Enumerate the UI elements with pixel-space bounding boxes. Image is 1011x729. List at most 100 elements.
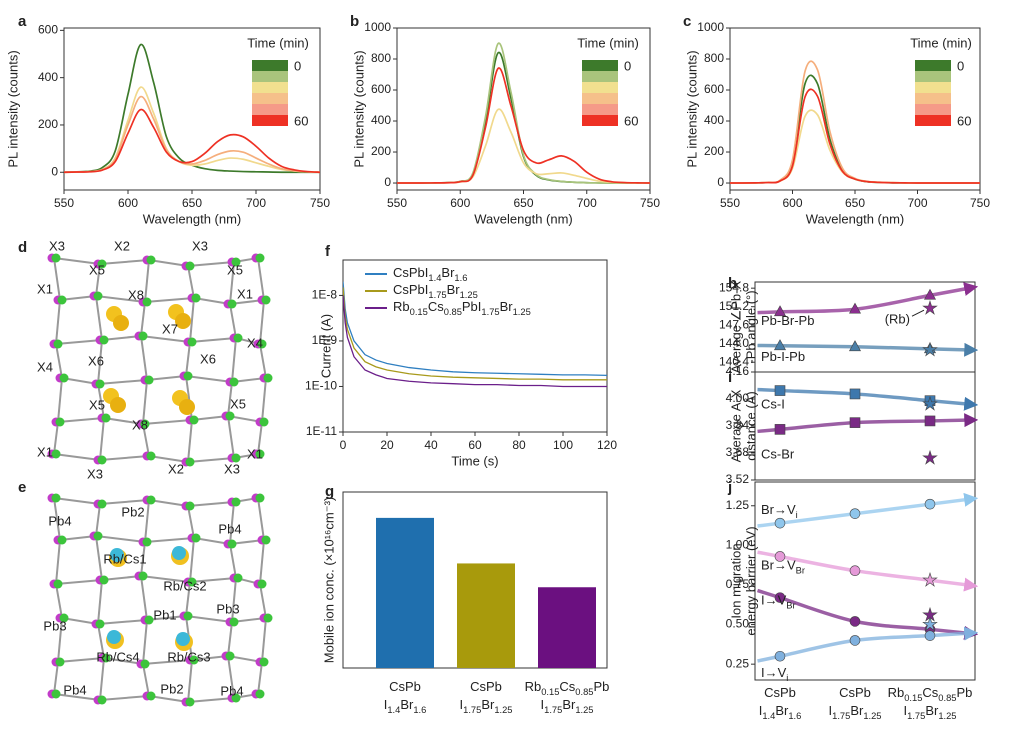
bond — [53, 661, 59, 695]
atom-label: Rb/Cs2 — [163, 578, 206, 593]
marker — [774, 517, 786, 529]
colorbar-swatch — [915, 115, 951, 126]
atom — [99, 335, 109, 345]
colorbar-swatch — [915, 60, 951, 71]
bond — [144, 537, 195, 543]
bond — [189, 337, 237, 343]
atom — [257, 339, 267, 349]
colorbar-title: Time (min) — [910, 35, 972, 50]
x-tick-label: 550 — [387, 196, 407, 210]
bond — [101, 335, 142, 341]
line-series — [64, 108, 320, 174]
atom — [255, 689, 265, 699]
cation — [179, 399, 195, 415]
bond — [95, 295, 103, 341]
y-tick-label: 4.00 — [726, 391, 750, 405]
panel-letter: g — [325, 483, 334, 500]
atom-label: Pb2 — [121, 504, 144, 519]
cation — [172, 546, 186, 560]
atom — [146, 451, 156, 461]
atom-label: Rb/Cs4 — [96, 649, 139, 664]
bond — [99, 259, 150, 265]
colorbar-label: 60 — [624, 113, 638, 128]
atom — [57, 535, 67, 545]
y-tick-label: 800 — [371, 51, 391, 65]
bond — [97, 619, 148, 625]
annotation: (Rb) — [885, 312, 910, 327]
marker — [924, 630, 936, 641]
x-axis-label: Wavelength (nm) — [806, 211, 905, 226]
y-tick-label: 200 — [704, 144, 724, 158]
y-tick-label: 200 — [371, 144, 391, 158]
marker — [924, 415, 936, 427]
y-axis-label: distance (Å) — [743, 391, 758, 460]
atom — [231, 257, 241, 267]
atom — [231, 497, 241, 507]
marker — [774, 551, 786, 562]
bond — [95, 503, 101, 537]
atom-label: Pb4 — [220, 683, 243, 698]
atom — [140, 419, 150, 429]
x-tick-label: 650 — [513, 196, 533, 210]
bond — [53, 421, 59, 455]
atom — [99, 575, 109, 585]
bond — [148, 499, 189, 507]
bond — [148, 695, 189, 703]
series-label: Br→VBr — [761, 558, 805, 576]
bond — [185, 375, 233, 383]
bond — [185, 581, 191, 617]
y-axis-label: Average ∠Pb-X — [728, 280, 743, 373]
bond — [142, 423, 150, 457]
atom — [97, 455, 107, 465]
star-marker — [922, 449, 938, 465]
bond — [53, 693, 101, 701]
x-tick-label: 120 — [597, 438, 617, 452]
atom — [187, 577, 197, 587]
bond — [53, 497, 101, 505]
y-tick-label: 3.84 — [726, 418, 750, 432]
bond — [99, 417, 105, 461]
bond — [259, 539, 265, 585]
bond — [140, 575, 148, 621]
x-category-label: I1.75Br1.25 — [541, 697, 594, 715]
atom — [101, 413, 111, 423]
bond — [55, 579, 103, 585]
y-axis-label: -Pb angle (°) — [743, 290, 758, 363]
atom-label: X5 — [230, 396, 246, 411]
cation — [110, 548, 124, 562]
bond — [53, 497, 61, 541]
atom-label: X3 — [224, 461, 240, 476]
trend-arrow — [757, 626, 979, 663]
cation — [175, 313, 191, 329]
atom — [95, 379, 105, 389]
atom — [263, 373, 273, 383]
colorbar-swatch — [915, 104, 951, 115]
x-category-label: I1.4Br1.6 — [384, 697, 427, 715]
trend-arrow — [757, 282, 979, 315]
atom-label: Pb3 — [216, 601, 239, 616]
series-label: Cs-Br — [761, 447, 795, 462]
y-tick-label: 1.25 — [726, 498, 750, 512]
bond — [187, 659, 193, 703]
bond — [57, 657, 105, 663]
bond — [187, 419, 193, 463]
bond — [140, 335, 191, 343]
atom — [225, 411, 235, 421]
colorbar-swatch — [915, 71, 951, 82]
bond — [95, 295, 146, 303]
x-axis-label: Wavelength (nm) — [474, 211, 573, 226]
atom — [97, 499, 107, 509]
y-tick-label: 144.0 — [719, 336, 749, 350]
atom-label: Rb/Cs3 — [167, 649, 210, 664]
x-tick-label: 750 — [640, 196, 660, 210]
bond — [187, 457, 235, 463]
colorbar-title: Time (min) — [247, 35, 309, 50]
atom-label: X7 — [162, 321, 178, 336]
colorbar-swatch — [252, 115, 288, 126]
x-tick-label: 600 — [782, 196, 802, 210]
y-axis-label: PL intensity (counts) — [351, 50, 366, 167]
y-tick-label: 1000 — [697, 20, 724, 34]
x-category-label: I1.4Br1.6 — [759, 703, 802, 721]
series-label: Br→Vi — [761, 503, 798, 521]
